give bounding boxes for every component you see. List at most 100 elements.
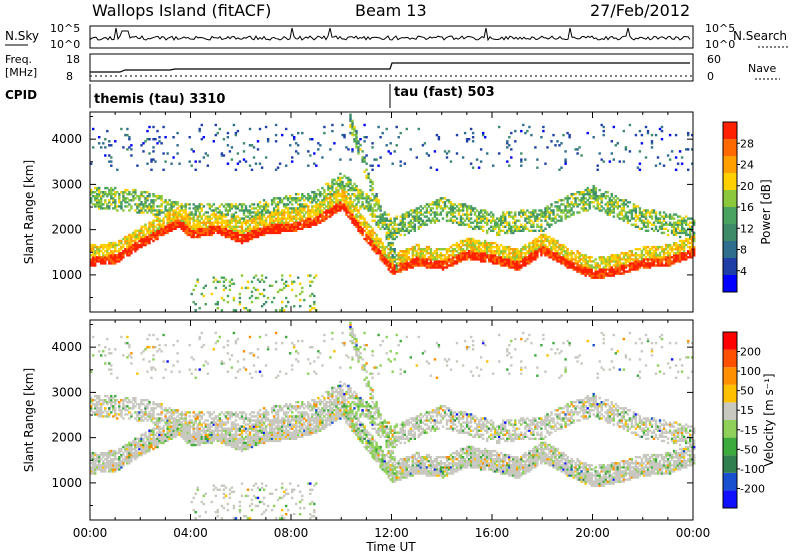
power-cell — [225, 287, 227, 289]
power-cell — [550, 140, 552, 142]
power-cell — [595, 258, 597, 260]
power-cell — [341, 124, 343, 126]
beam-label: Beam 13 — [355, 1, 427, 20]
power-cell — [520, 224, 522, 226]
power-cell — [400, 234, 402, 236]
power-cell — [430, 213, 432, 215]
power-cell — [677, 163, 679, 165]
power-cell — [237, 163, 239, 165]
power-cell — [522, 226, 524, 228]
nave-tick-bottom: 0 — [707, 70, 714, 83]
power-cell — [134, 189, 136, 191]
power-cell — [281, 307, 283, 309]
power-cell — [299, 203, 301, 205]
power-cell — [239, 220, 241, 222]
power-cell — [309, 309, 311, 311]
power-cell — [339, 158, 341, 160]
power-cell — [259, 228, 261, 230]
power-cell — [408, 232, 410, 234]
power-cell — [142, 195, 144, 197]
power-cell — [148, 193, 150, 195]
power-cell — [203, 287, 205, 289]
power-cell — [148, 138, 150, 140]
power-cell — [426, 224, 428, 226]
power-cell — [118, 240, 120, 242]
power-cell — [562, 199, 564, 201]
power-cell — [361, 201, 363, 203]
power-cell — [197, 281, 199, 283]
power-cell — [562, 209, 564, 211]
power-cell — [603, 134, 605, 136]
power-cell — [639, 163, 641, 165]
power-cell — [285, 128, 287, 130]
power-cell — [321, 156, 323, 158]
power-cell — [205, 285, 207, 287]
power-cell — [176, 144, 178, 146]
power-cell — [100, 191, 102, 193]
power-cell — [257, 279, 259, 281]
power-cell — [223, 281, 225, 283]
power-cell — [227, 132, 229, 134]
power-cell — [484, 240, 486, 242]
power-cell — [627, 205, 629, 207]
power-cell — [480, 215, 482, 217]
power-cell — [492, 213, 494, 215]
power-cell — [355, 203, 357, 205]
power-cell — [122, 254, 124, 256]
power-cell — [440, 205, 442, 207]
power-cell — [160, 195, 162, 197]
power-cell — [199, 213, 201, 215]
power-cell — [460, 240, 462, 242]
power-cell — [655, 211, 657, 213]
power-cell — [251, 295, 253, 297]
power-cell — [635, 220, 637, 222]
power-cell — [257, 148, 259, 150]
power-cell — [460, 220, 462, 222]
power-cell — [446, 152, 448, 154]
power-cell — [235, 169, 237, 171]
power-cell — [223, 138, 225, 140]
power-cell — [520, 130, 522, 132]
power-cell — [522, 258, 524, 260]
power-cell — [392, 242, 394, 244]
power-cell — [388, 226, 390, 228]
power-cell — [241, 226, 243, 228]
power-cell — [601, 197, 603, 199]
power-cell — [104, 138, 106, 140]
power-cell — [199, 220, 201, 222]
date-label: 27/Feb/2012 — [590, 1, 690, 20]
power-cell — [331, 124, 333, 126]
power-cell — [245, 307, 247, 309]
power-cell — [462, 209, 464, 211]
power-cell — [339, 199, 341, 201]
power-cell — [227, 295, 229, 297]
power-cell — [126, 189, 128, 191]
power-cell — [661, 246, 663, 248]
power-cell — [185, 209, 187, 211]
power-cell — [396, 236, 398, 238]
power-cell — [249, 165, 251, 167]
power-cell — [367, 173, 369, 175]
nsky-tick-bottom: 10^0 — [50, 38, 80, 51]
power-cell — [199, 128, 201, 130]
power-cell — [359, 205, 361, 207]
power-cell — [359, 213, 361, 215]
power-cell — [609, 160, 611, 162]
power-cell — [448, 150, 450, 152]
power-cell — [645, 126, 647, 128]
power-cell — [540, 220, 542, 222]
power-cell — [102, 203, 104, 205]
power-cell — [359, 138, 361, 140]
power-cell — [148, 152, 150, 154]
power-cell — [144, 224, 146, 226]
power-cell — [130, 154, 132, 156]
power-cell — [502, 230, 504, 232]
power-cell — [114, 140, 116, 142]
power-cell — [384, 248, 386, 250]
power-cell — [193, 289, 195, 291]
power-cell — [265, 301, 267, 303]
nsky-panel — [90, 26, 693, 48]
power-cell — [379, 258, 381, 260]
power-cell — [386, 128, 388, 130]
